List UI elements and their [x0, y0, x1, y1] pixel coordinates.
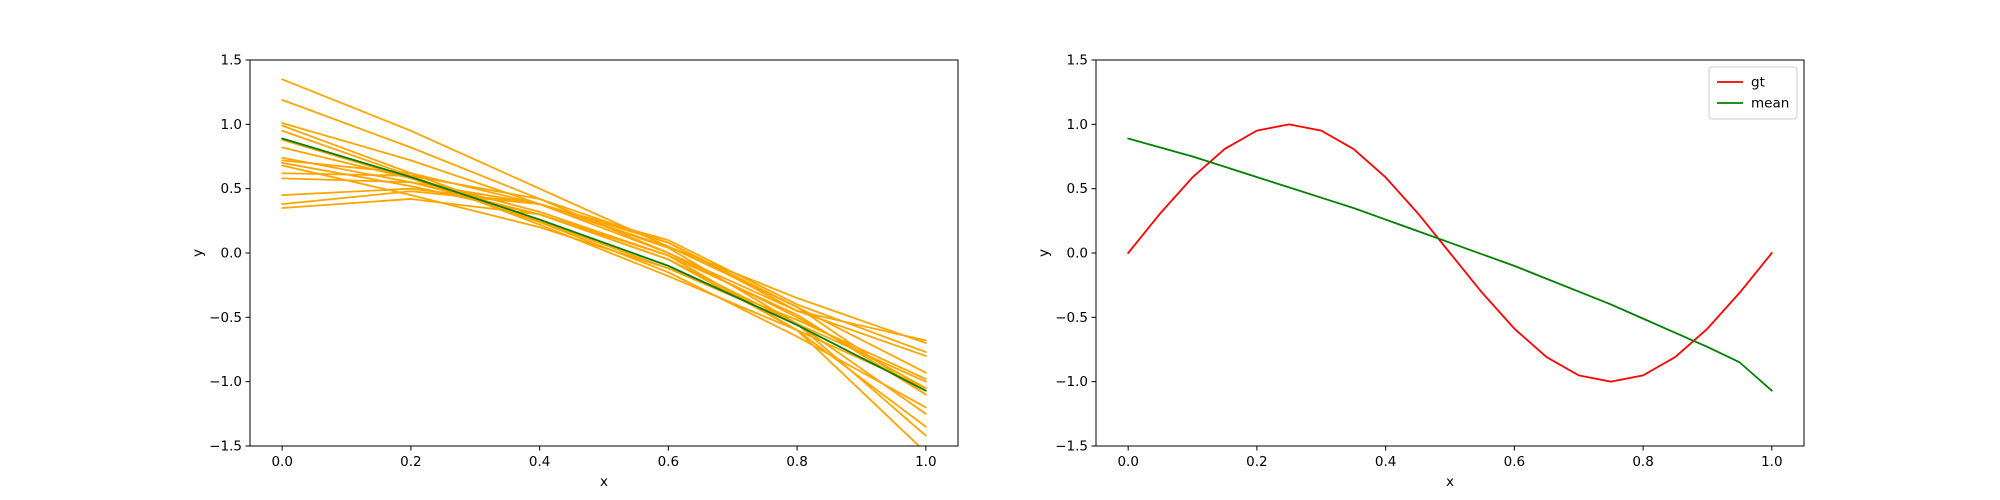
y-tick-label: 0.5	[1067, 181, 1088, 197]
sample-line-9	[281, 162, 927, 428]
y-tick-label: 1.0	[1067, 117, 1088, 133]
x-tick-label: 0.2	[400, 454, 421, 470]
series-group	[281, 78, 927, 446]
legend-box	[1708, 66, 1798, 120]
sample-line-3	[281, 124, 927, 383]
y-tick-label: −1.0	[209, 374, 242, 390]
y-tick-label: −1.5	[209, 439, 242, 455]
y-tick-label: −0.5	[1055, 310, 1088, 326]
y-tick-label: 1.5	[1067, 53, 1088, 69]
x-tick-label: 0.8	[786, 454, 807, 470]
series-line-gt	[1127, 123, 1773, 383]
x-tick-label: 0.2	[1246, 454, 1267, 470]
x-tick-label: 0.6	[658, 454, 679, 470]
sample-line-11	[281, 172, 927, 342]
sample-line-7	[281, 156, 927, 415]
sample-line-16	[281, 137, 927, 392]
x-tick-label: 1.0	[915, 454, 936, 470]
y-tick-label: −1.0	[1055, 374, 1088, 390]
x-tick-label: 0.4	[529, 454, 550, 470]
y-tick-label: −1.5	[1055, 439, 1088, 455]
series-line-mean	[1127, 137, 1773, 392]
plot-frame	[249, 59, 959, 447]
sample-line-6	[281, 146, 927, 396]
legend-label-mean: mean	[1751, 96, 1789, 112]
y-tick-label: 1.0	[221, 117, 242, 133]
sample-line-2	[281, 122, 927, 390]
y-tick-label: 1.5	[221, 53, 242, 69]
y-tick-label: 0.5	[221, 181, 242, 197]
legend: gt mean	[1708, 66, 1798, 120]
sample-line-15	[281, 198, 921, 446]
y-tick-label: 0.0	[1067, 246, 1088, 262]
y-axis-label: y	[190, 249, 206, 257]
x-axis-label: x	[1446, 474, 1454, 490]
legend-label-gt: gt	[1751, 75, 1765, 91]
right-plot-panel: 0.0 0.2 0.4 0.6 0.8 1.0 −1.5 −1.0 −0.5 0.0 0.5 1.0 1…	[1036, 53, 1805, 490]
sample-line-0	[281, 78, 927, 344]
series-group	[1127, 123, 1773, 392]
y-tick-label: 0.0	[221, 246, 242, 262]
x-tick-label: 1.0	[1761, 454, 1782, 470]
x-axis-label: x	[600, 474, 608, 490]
x-tick-label: 0.4	[1375, 454, 1396, 470]
x-tick-label: 0.6	[1504, 454, 1525, 470]
sample-line-13	[281, 187, 927, 396]
sample-line-14	[281, 190, 927, 437]
y-axis-label: y	[1036, 249, 1052, 257]
left-plot-panel: 0.0 0.2 0.4 0.6 0.8 1.0 −1.5 −1.0 −0.5 0.0 0.5 1.0 1…	[190, 53, 959, 490]
x-tick-label: 0.0	[1117, 454, 1138, 470]
x-tick-label: 0.8	[1632, 454, 1653, 470]
sample-line-12	[281, 177, 927, 353]
x-tick-label: 0.0	[271, 454, 292, 470]
y-tick-label: −0.5	[209, 310, 242, 326]
